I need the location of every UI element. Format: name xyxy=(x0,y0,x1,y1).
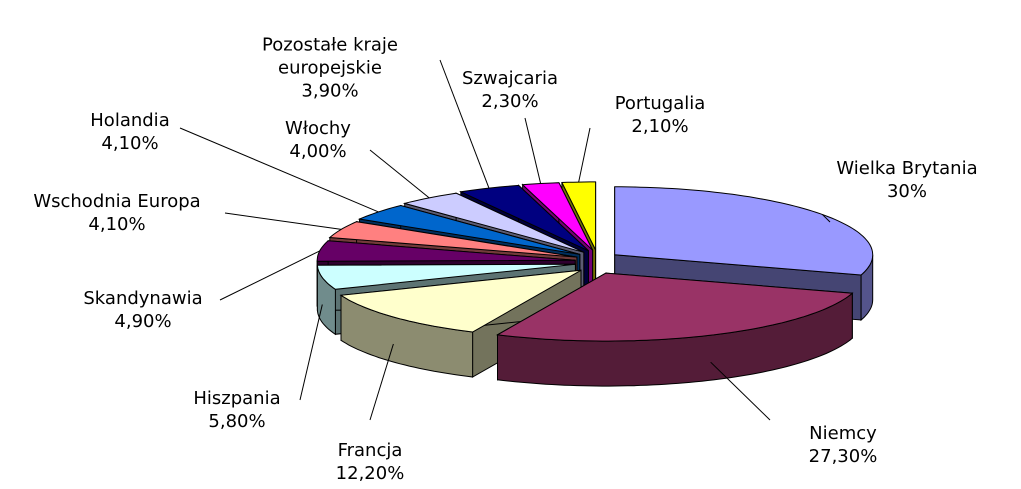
leader-line xyxy=(524,117,542,184)
slice xyxy=(495,272,854,342)
leader-line xyxy=(369,343,394,421)
leader-line xyxy=(179,127,379,213)
slice-label: Szwajcaria 2,30% xyxy=(462,67,558,113)
value-label: 27,30% xyxy=(808,446,878,467)
slice xyxy=(357,204,580,255)
category-name: Niemcy xyxy=(809,423,877,444)
slice xyxy=(614,186,874,276)
leader-line xyxy=(299,304,323,401)
value-label: 4,10% xyxy=(88,214,146,235)
category-name: Włochy xyxy=(285,118,351,139)
category-name: Wschodnia Europa xyxy=(33,191,201,212)
leader-line xyxy=(369,149,430,199)
value-label: 2,30% xyxy=(481,91,539,112)
leader-line xyxy=(578,127,591,183)
category-name: Holandia xyxy=(90,110,170,131)
slice-label: Holandia 4,10% xyxy=(90,109,169,155)
category-name: Pozostałe kraje europejskie xyxy=(262,34,398,79)
leader-line xyxy=(822,214,831,223)
value-label: 4,00% xyxy=(289,141,347,162)
slice-label: Pozostałe kraje europejskie 3,90% xyxy=(250,34,410,103)
slice-label: Włochy 4,00% xyxy=(285,117,351,163)
slice xyxy=(316,263,576,290)
value-label: 5,80% xyxy=(208,411,266,432)
slice xyxy=(561,181,597,251)
leader-line xyxy=(710,361,771,421)
value-label: 30% xyxy=(886,181,927,202)
slice-label: Francja 12,20% xyxy=(336,439,405,485)
category-name: Francja xyxy=(337,440,403,461)
slice-label: Portugalia 2,10% xyxy=(615,92,706,138)
slice-label: Wielka Brytania 30% xyxy=(836,157,977,203)
value-label: 12,20% xyxy=(335,463,405,484)
category-name: Skandynawia xyxy=(83,288,203,309)
slice xyxy=(339,269,582,333)
leader-line xyxy=(224,212,342,230)
slice xyxy=(328,221,577,258)
slice-label: Wschodnia Europa 4,10% xyxy=(33,190,200,236)
slice xyxy=(402,192,585,253)
leader-line xyxy=(219,250,320,301)
leader-line xyxy=(439,59,490,189)
category-name: Portugalia xyxy=(614,93,706,114)
value-label: 2,10% xyxy=(631,116,689,137)
value-label: 4,10% xyxy=(101,133,159,154)
category-name: Wielka Brytania xyxy=(836,158,978,179)
slice-label: Hiszpania 5,80% xyxy=(193,387,280,433)
category-name: Szwajcaria xyxy=(462,68,558,89)
value-label: 4,90% xyxy=(114,311,172,332)
slice xyxy=(316,240,576,262)
value-label: 3,90% xyxy=(301,80,359,102)
category-name: Hiszpania xyxy=(193,388,281,409)
slice-label: Skandynawia 4,90% xyxy=(83,287,202,333)
slice-label: Niemcy 27,30% xyxy=(809,422,878,468)
